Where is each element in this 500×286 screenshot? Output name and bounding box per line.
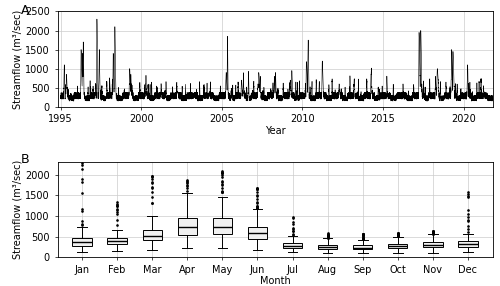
PathPatch shape xyxy=(423,242,442,247)
PathPatch shape xyxy=(458,241,477,247)
X-axis label: Year: Year xyxy=(264,126,285,136)
Text: A: A xyxy=(20,4,29,17)
PathPatch shape xyxy=(248,227,267,239)
Y-axis label: Streamflow (m³/sec): Streamflow (m³/sec) xyxy=(12,9,22,109)
Y-axis label: Streamflow (m³/sec): Streamflow (m³/sec) xyxy=(12,160,22,259)
PathPatch shape xyxy=(108,238,127,244)
PathPatch shape xyxy=(72,238,92,246)
Text: B: B xyxy=(20,152,29,166)
PathPatch shape xyxy=(212,218,232,234)
PathPatch shape xyxy=(388,244,407,249)
PathPatch shape xyxy=(178,218,197,235)
PathPatch shape xyxy=(142,230,162,240)
X-axis label: Month: Month xyxy=(260,277,290,286)
PathPatch shape xyxy=(318,245,338,249)
PathPatch shape xyxy=(353,245,372,249)
PathPatch shape xyxy=(283,243,302,248)
